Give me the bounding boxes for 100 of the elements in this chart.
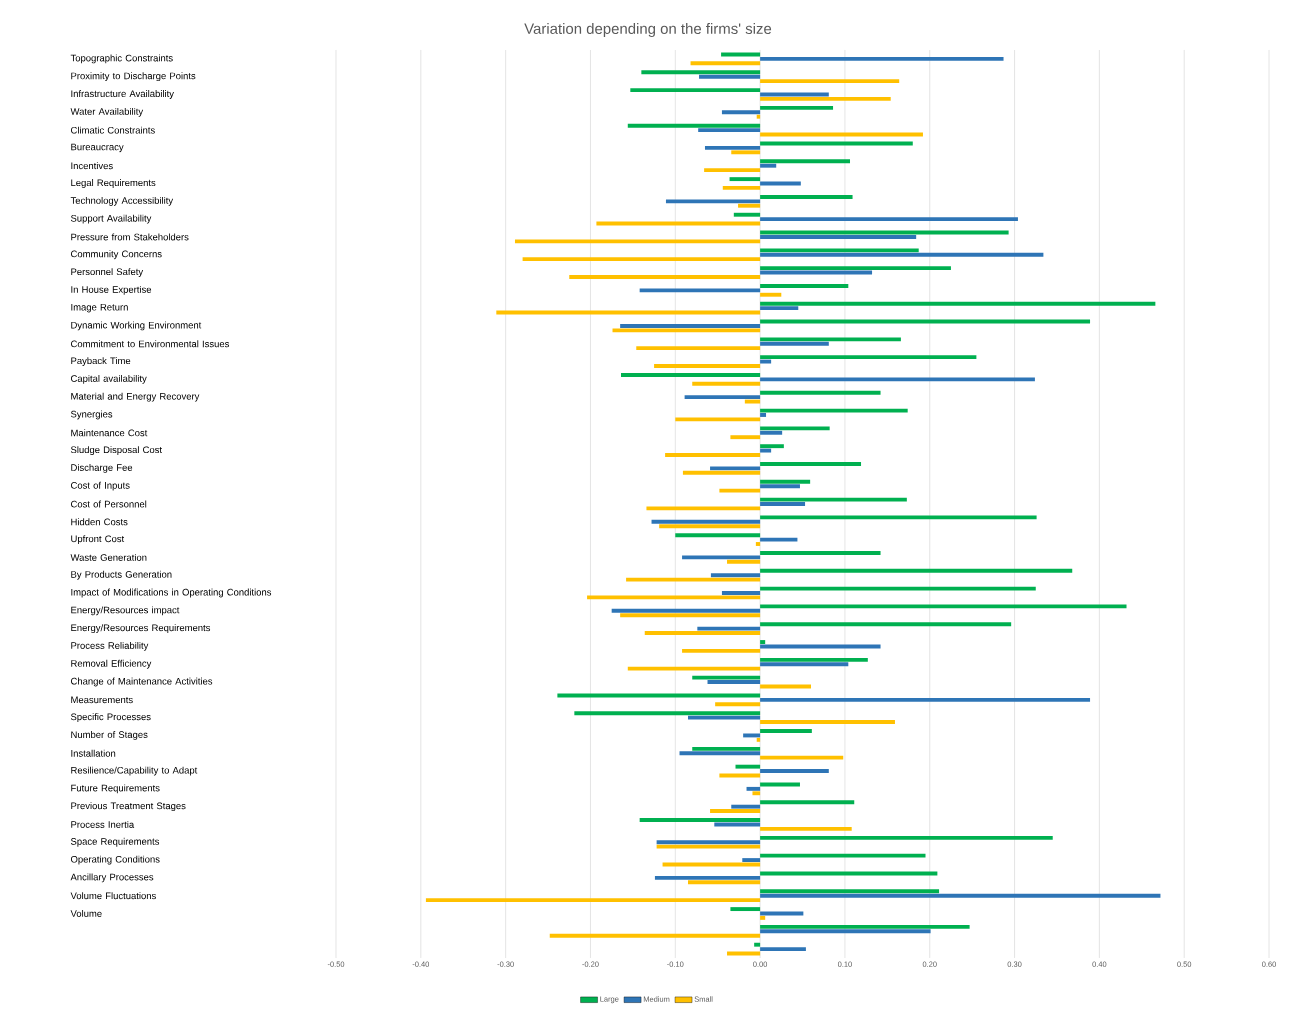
bar [760,497,907,502]
bar [760,337,901,342]
bar [746,786,761,791]
bar [760,826,852,831]
bar [760,284,849,288]
bar [760,947,806,952]
y-tick-label: Climatic Constraints [71,126,155,134]
y-tick-label: Ancillary Processes [70,873,154,883]
bar [760,484,800,489]
bar [754,942,761,947]
bar [710,809,761,814]
bar [692,381,761,386]
y-tick-label: Pressure from Stakeholders [71,233,189,241]
bar [574,711,761,716]
bar [760,163,777,168]
bar [692,675,761,680]
y-tick-label: Specific Processes [70,713,151,723]
bar [690,61,761,66]
bar [569,274,761,279]
bar [760,234,917,239]
bar [760,56,1004,61]
bar [760,755,844,760]
bar [756,737,761,742]
y-tick-label: Resilience/Capability to Adapt [71,766,198,776]
bar [675,417,761,422]
bar [611,608,761,613]
y-tick-label: Synergies [70,410,113,420]
bar [760,444,784,449]
bar [731,150,761,155]
y-tick-label: Maintenance Cost [71,429,148,437]
bar [654,364,761,368]
bar [665,199,761,204]
bar [557,693,761,698]
bar [760,462,862,466]
y-tick-label: Upfront Cost [71,535,125,545]
y-tick-label: Process Inertia [71,820,135,828]
bar [760,194,853,199]
bar [627,666,761,671]
bar [760,622,1012,627]
bar [760,79,900,84]
bar [760,426,830,431]
y-tick-label: Process Reliability [71,642,149,651]
bar [651,519,761,524]
bar [522,257,761,262]
y-tick-label: Number of Stages [71,731,148,740]
bar [760,929,931,934]
bar [760,657,868,662]
bar [659,524,761,529]
y-tick-label: Energy/Resources Requirements [71,624,211,634]
bar [715,702,761,707]
bar [644,631,761,635]
bar [496,310,761,315]
bar [760,800,855,805]
chart-title: Variation depending on the firms' size [524,23,772,37]
bar [692,746,761,751]
bar [730,907,761,912]
y-tick-label: Cost of Personnel [71,500,147,508]
bar [760,551,881,555]
y-tick-label: Measurements [71,696,133,704]
y-tick-label: Impact of Modifications in Operating Conditions [71,588,272,598]
bar [760,604,1127,609]
y-tick-label: Incentives [71,162,113,170]
bar [760,252,1044,257]
bar [710,466,761,471]
bar [760,479,811,484]
y-tick-label: Previous Treatment Stages [71,802,186,812]
bar [756,114,761,119]
bar [760,319,1091,324]
bar [760,377,1035,382]
bar [760,448,772,453]
y-tick-label: Installation [71,749,116,757]
bar [704,145,761,150]
bar [760,306,799,311]
bar [760,915,766,920]
y-tick-label: Personnel Safety [71,268,144,277]
bar [760,640,766,644]
bar [697,626,761,631]
y-tick-label: Volume [70,910,102,917]
bar [698,128,761,133]
bar [682,470,761,475]
y-tick-label: Space Requirements [70,837,160,847]
y-tick-label: Waste Generation [70,553,147,561]
y-tick-label: Support Availability [70,214,152,224]
bar [682,648,761,653]
y-tick-label: Material and Energy Recovery [71,392,200,402]
bar [721,591,761,595]
bar [742,858,761,863]
bar [679,751,761,756]
bar [760,515,1037,520]
bar [675,533,761,538]
bar [699,74,761,79]
bar [710,573,761,578]
bar [646,506,761,511]
y-tick-label: Water Availability [70,107,144,117]
bar [722,185,761,190]
y-tick-label: In House Expertise [71,285,152,295]
bar [755,542,761,546]
bar [627,123,761,128]
bar [626,577,761,582]
bar [744,399,761,404]
